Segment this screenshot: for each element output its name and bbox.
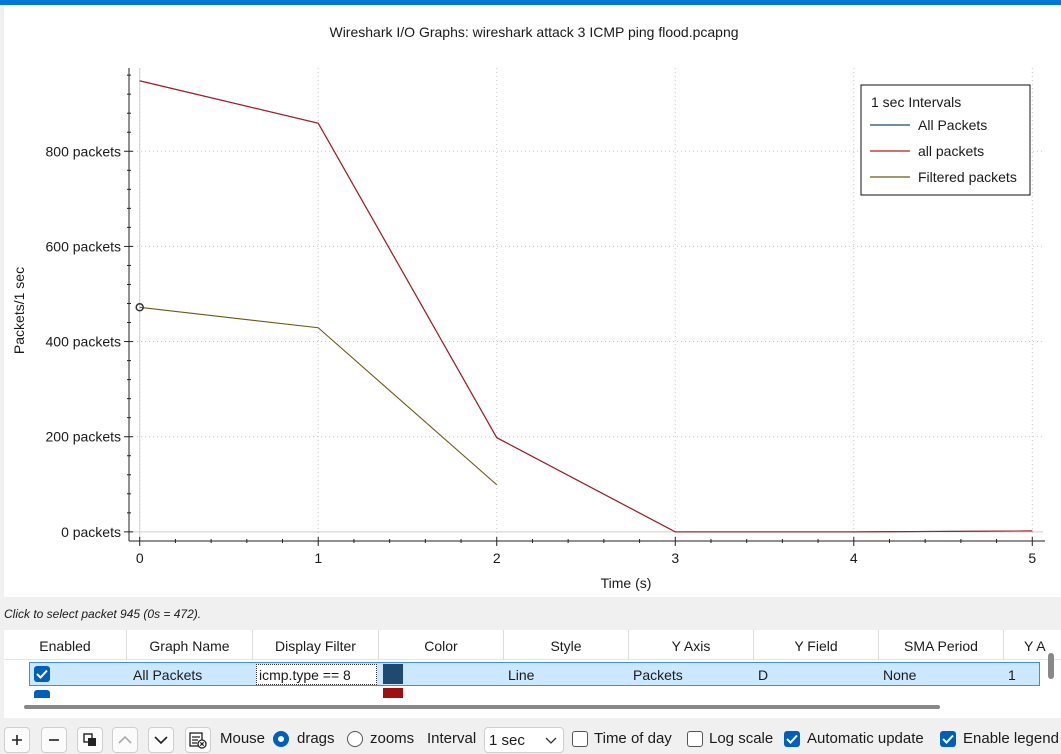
x-tick-label: 1: [314, 550, 322, 566]
enable-legend-checkbox[interactable]: [940, 731, 956, 747]
col-y-extra[interactable]: Y A: [1024, 638, 1046, 654]
status-hint: Click to select packet 945 (0s = 472).: [4, 607, 202, 621]
y-extra-cell[interactable]: 1: [1008, 667, 1016, 683]
chevron-down-icon: [154, 736, 168, 745]
move-down-button[interactable]: [148, 727, 174, 753]
mouse-label: Mouse: [220, 730, 266, 747]
sma-period-cell[interactable]: None: [883, 667, 917, 683]
legend-title: 1 sec Intervals: [871, 94, 961, 110]
col-enabled[interactable]: Enabled: [4, 630, 127, 660]
enabled-checkbox[interactable]: [34, 666, 50, 682]
zooms-radio[interactable]: [347, 731, 363, 747]
y-axis-label: Packets/1 sec: [11, 267, 27, 354]
minus-icon: [49, 739, 59, 741]
y-tick-label: 600 packets: [46, 238, 122, 254]
x-tick-label: 4: [850, 550, 858, 566]
plus-icon: [12, 735, 22, 745]
table-row[interactable]: All Packets icmp.type == 8 Line Packets …: [29, 662, 1040, 686]
interval-select[interactable]: 1 sec: [484, 727, 564, 753]
color-swatch[interactable]: [383, 664, 403, 684]
x-tick-label: 0: [136, 550, 144, 566]
y-axis-cell[interactable]: Packets: [633, 667, 683, 683]
drags-label[interactable]: drags: [297, 730, 335, 747]
y-tick-label: 800 packets: [46, 143, 122, 159]
legend-entry: Filtered packets: [918, 169, 1017, 185]
col-color[interactable]: Color: [379, 630, 504, 660]
legend-entry: all packets: [918, 143, 984, 159]
time-of-day-label[interactable]: Time of day: [594, 730, 672, 747]
col-style[interactable]: Style: [504, 630, 629, 660]
drags-radio[interactable]: [273, 731, 289, 747]
selected-point-marker: [135, 303, 144, 312]
remove-graph-button[interactable]: [41, 727, 67, 753]
col-y-field[interactable]: Y Field: [754, 630, 879, 660]
series-line-2: [139, 306, 498, 486]
y-field-cell[interactable]: D: [758, 667, 769, 683]
enable-legend-label[interactable]: Enable legend: [963, 730, 1059, 747]
x-tick-label: 3: [671, 550, 679, 566]
col-y-axis[interactable]: Y Axis: [629, 630, 754, 660]
move-up-button[interactable]: [112, 727, 138, 753]
col-display-filter[interactable]: Display Filter: [253, 630, 379, 660]
copy-icon: [83, 733, 96, 746]
series-line-1: [139, 80, 1033, 533]
interval-value: 1 sec: [489, 732, 525, 749]
clear-graphs-button[interactable]: [185, 727, 211, 753]
chart-svg[interactable]: Wireshark I/O Graphs: wireshark attack 3…: [4, 5, 1061, 597]
chevron-up-icon: [118, 735, 132, 744]
table-row[interactable]: [29, 688, 1040, 698]
time-of-day-checkbox[interactable]: [572, 731, 588, 747]
add-graph-button[interactable]: [4, 727, 30, 753]
legend-entry: All Packets: [918, 117, 987, 133]
display-filter-cell[interactable]: icmp.type == 8: [256, 664, 377, 685]
list-clear-icon: [189, 732, 207, 749]
y-tick-label: 200 packets: [46, 429, 122, 445]
y-tick-label: 400 packets: [46, 334, 122, 350]
col-graph-name[interactable]: Graph Name: [127, 630, 253, 660]
io-graph-plot[interactable]: Wireshark I/O Graphs: wireshark attack 3…: [4, 5, 1061, 597]
graphs-table[interactable]: Enabled Graph Name Display Filter Color …: [4, 630, 1061, 718]
log-scale-label[interactable]: Log scale: [709, 730, 774, 747]
chevron-down-icon: [545, 737, 557, 744]
automatic-update-checkbox[interactable]: [784, 731, 800, 747]
y-tick-label: 0 packets: [61, 524, 121, 540]
interval-label: Interval: [427, 730, 477, 747]
table-header: Enabled Graph Name Display Filter Color …: [4, 630, 1061, 660]
zooms-label[interactable]: zooms: [370, 730, 415, 747]
col-sma-period[interactable]: SMA Period: [879, 630, 1004, 660]
bottom-toolbar: Mouse drags zooms Interval 1 sec Time of…: [0, 724, 1061, 753]
copy-graph-button[interactable]: [77, 727, 103, 753]
x-tick-label: 5: [1028, 550, 1036, 566]
horizontal-scrollbar[interactable]: [24, 705, 940, 709]
x-tick-label: 2: [493, 550, 501, 566]
x-axis-label: Time (s): [601, 575, 652, 591]
vertical-scrollbar[interactable]: [1048, 653, 1054, 679]
window-accent-bar: [0, 0, 1061, 5]
enabled-checkbox[interactable]: [34, 690, 50, 698]
graph-name-cell[interactable]: All Packets: [133, 667, 203, 683]
automatic-update-label[interactable]: Automatic update: [807, 730, 924, 747]
log-scale-checkbox[interactable]: [687, 731, 703, 747]
color-swatch[interactable]: [383, 688, 403, 698]
style-cell[interactable]: Line: [508, 667, 535, 683]
chart-title: Wireshark I/O Graphs: wireshark attack 3…: [329, 24, 738, 40]
